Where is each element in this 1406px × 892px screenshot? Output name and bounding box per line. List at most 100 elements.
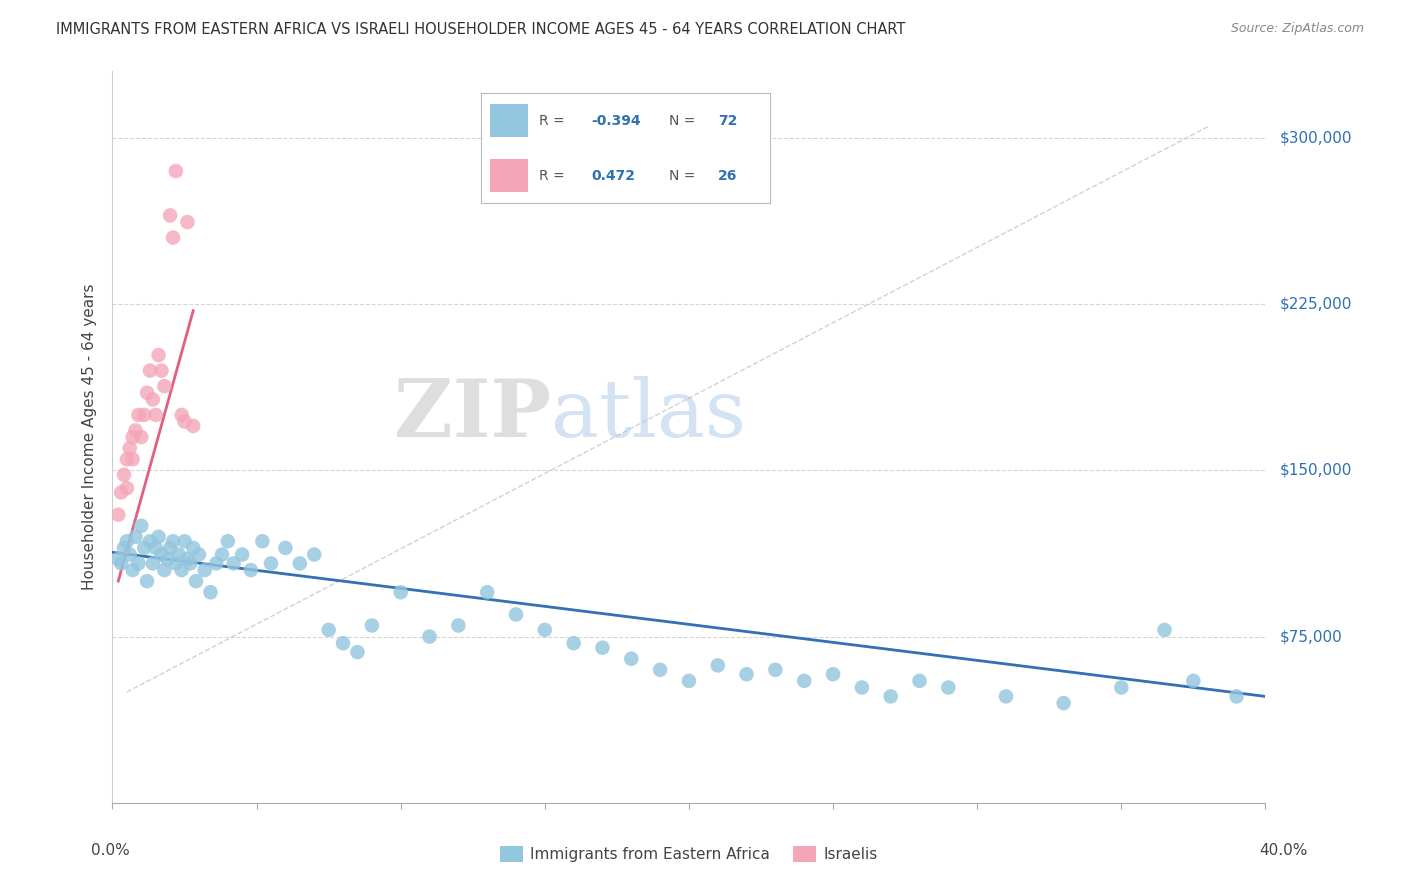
Text: IMMIGRANTS FROM EASTERN AFRICA VS ISRAELI HOUSEHOLDER INCOME AGES 45 - 64 YEARS : IMMIGRANTS FROM EASTERN AFRICA VS ISRAEL…	[56, 22, 905, 37]
Point	[127, 408, 149, 422]
Text: Source: ZipAtlas.com: Source: ZipAtlas.com	[1230, 22, 1364, 36]
Point	[159, 209, 181, 223]
Text: 40.0%: 40.0%	[1260, 843, 1308, 858]
Point	[592, 640, 614, 655]
Point	[534, 623, 557, 637]
Point	[124, 424, 146, 438]
Point	[153, 379, 176, 393]
Point	[188, 548, 211, 562]
Point	[145, 408, 167, 422]
Point	[181, 541, 204, 555]
Point	[129, 518, 153, 533]
Point	[145, 541, 167, 555]
Text: ZIP: ZIP	[394, 376, 551, 454]
Point	[318, 623, 340, 637]
Point	[110, 557, 132, 571]
Point	[1111, 681, 1133, 695]
Point	[851, 681, 873, 695]
Point	[115, 452, 138, 467]
Legend: Immigrants from Eastern Africa, Israelis: Immigrants from Eastern Africa, Israelis	[494, 840, 884, 868]
Point	[110, 485, 132, 500]
Point	[231, 548, 253, 562]
Point	[162, 534, 184, 549]
Point	[142, 557, 165, 571]
Point	[205, 557, 228, 571]
Point	[107, 508, 129, 522]
Point	[167, 548, 190, 562]
Point	[173, 415, 195, 429]
Point	[332, 636, 354, 650]
Point	[153, 563, 176, 577]
Point	[148, 348, 170, 362]
Point	[112, 467, 135, 482]
Point	[995, 690, 1018, 704]
Point	[159, 541, 181, 555]
Point	[200, 585, 222, 599]
Text: $225,000: $225,000	[1279, 297, 1351, 311]
Point	[707, 658, 730, 673]
Point	[908, 673, 931, 688]
Point	[136, 574, 159, 589]
Point	[162, 230, 184, 244]
Point	[678, 673, 700, 688]
Text: atlas: atlas	[551, 376, 745, 454]
Point	[176, 215, 198, 229]
Point	[124, 530, 146, 544]
Point	[650, 663, 672, 677]
Point	[170, 563, 193, 577]
Point	[118, 441, 141, 455]
Point	[121, 452, 143, 467]
Point	[793, 673, 815, 688]
Point	[121, 563, 143, 577]
Point	[419, 630, 441, 644]
Point	[136, 385, 159, 400]
Point	[134, 408, 156, 422]
Point	[118, 548, 141, 562]
Point	[1153, 623, 1175, 637]
Point	[181, 419, 204, 434]
Point	[142, 392, 165, 407]
Point	[112, 541, 135, 555]
Point	[217, 534, 239, 549]
Point	[880, 690, 903, 704]
Point	[173, 534, 195, 549]
Point	[620, 651, 643, 665]
Point	[107, 552, 129, 566]
Point	[475, 585, 499, 599]
Point	[360, 618, 382, 632]
Text: 0.0%: 0.0%	[91, 843, 131, 858]
Point	[821, 667, 844, 681]
Text: $150,000: $150,000	[1279, 463, 1351, 478]
Point	[447, 618, 470, 632]
Point	[288, 557, 311, 571]
Point	[134, 541, 156, 555]
Point	[505, 607, 527, 622]
Point	[260, 557, 283, 571]
Point	[150, 363, 173, 377]
Point	[735, 667, 758, 681]
Point	[304, 548, 326, 562]
Point	[129, 430, 153, 444]
Point	[127, 557, 149, 571]
Point	[139, 363, 162, 377]
Text: $300,000: $300,000	[1279, 130, 1351, 145]
Point	[170, 408, 193, 422]
Point	[139, 534, 162, 549]
Point	[194, 563, 217, 577]
Point	[115, 481, 138, 495]
Point	[121, 430, 143, 444]
Point	[156, 552, 179, 566]
Point	[184, 574, 207, 589]
Point	[1182, 673, 1205, 688]
Point	[148, 530, 170, 544]
Point	[115, 534, 138, 549]
Point	[150, 548, 173, 562]
Point	[1226, 690, 1249, 704]
Point	[165, 164, 187, 178]
Point	[252, 534, 274, 549]
Point	[179, 557, 201, 571]
Point	[389, 585, 412, 599]
Point	[274, 541, 297, 555]
Point	[1053, 696, 1076, 710]
Point	[936, 681, 959, 695]
